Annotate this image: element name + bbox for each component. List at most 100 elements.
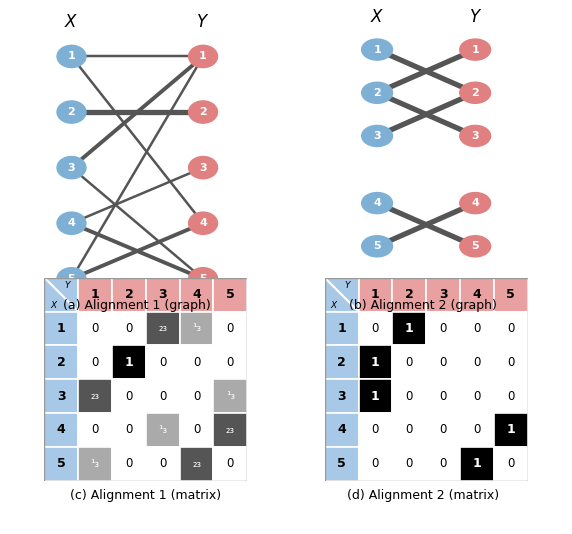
Bar	[325, 447, 359, 481]
Text: 5: 5	[199, 274, 207, 284]
Bar	[460, 447, 494, 481]
Text: ¹₃: ¹₃	[226, 391, 235, 401]
Bar	[180, 311, 213, 345]
Text: 0: 0	[473, 423, 480, 436]
Bar	[460, 278, 494, 311]
Bar	[494, 379, 527, 413]
Text: 2: 2	[67, 107, 76, 117]
Circle shape	[57, 101, 86, 123]
Circle shape	[460, 125, 491, 146]
Bar	[146, 379, 180, 413]
Text: 0: 0	[507, 356, 514, 369]
Circle shape	[460, 235, 491, 257]
Text: 3: 3	[337, 389, 346, 403]
Text: ₂₃: ₂₃	[90, 391, 100, 401]
Text: 5: 5	[57, 457, 66, 470]
Bar	[359, 447, 392, 481]
Bar	[112, 345, 146, 379]
Text: $Y$: $Y$	[64, 279, 72, 290]
Bar	[78, 447, 112, 481]
Circle shape	[362, 235, 392, 257]
Bar	[325, 413, 359, 447]
Text: 1: 1	[371, 356, 380, 369]
Text: 0: 0	[473, 356, 480, 369]
Bar	[426, 379, 460, 413]
Text: 0: 0	[372, 322, 379, 335]
Text: 1: 1	[57, 322, 66, 335]
Text: 3: 3	[374, 131, 381, 141]
Text: $X$: $X$	[50, 299, 59, 310]
Text: 4: 4	[199, 218, 207, 228]
Text: 4: 4	[192, 288, 201, 301]
Text: 4: 4	[373, 198, 381, 208]
Text: 0: 0	[507, 457, 514, 470]
Bar	[180, 278, 213, 311]
Bar	[45, 311, 78, 345]
Bar	[392, 345, 426, 379]
Text: 1: 1	[67, 51, 76, 61]
Circle shape	[189, 156, 217, 179]
Text: 0: 0	[406, 389, 413, 403]
Bar	[45, 447, 78, 481]
Text: 0: 0	[227, 356, 234, 369]
Text: (b) Alignment 2 (graph): (b) Alignment 2 (graph)	[349, 299, 497, 312]
Circle shape	[57, 268, 86, 290]
Bar	[359, 413, 392, 447]
Circle shape	[189, 101, 217, 123]
Text: 2: 2	[125, 288, 133, 301]
Bar	[78, 413, 112, 447]
Bar	[359, 311, 392, 345]
Bar	[325, 345, 359, 379]
Bar	[494, 447, 527, 481]
Text: 0: 0	[439, 423, 447, 436]
Text: 4: 4	[67, 218, 76, 228]
Bar	[426, 345, 460, 379]
Text: ₂₃: ₂₃	[158, 324, 168, 333]
Text: 5: 5	[506, 288, 515, 301]
Text: 0: 0	[125, 457, 133, 470]
Text: ₂₃: ₂₃	[192, 459, 201, 469]
Text: 0: 0	[473, 322, 480, 335]
Bar	[213, 379, 247, 413]
Text: 0: 0	[227, 457, 234, 470]
Text: 0: 0	[193, 389, 200, 403]
Text: (d) Alignment 2 (matrix): (d) Alignment 2 (matrix)	[347, 489, 499, 501]
Bar	[213, 311, 247, 345]
Bar	[325, 379, 359, 413]
Text: 0: 0	[92, 356, 99, 369]
Bar	[460, 345, 494, 379]
Bar	[359, 345, 392, 379]
Text: 5: 5	[374, 241, 381, 252]
Text: 3: 3	[199, 163, 207, 172]
Bar	[78, 379, 112, 413]
Text: 2: 2	[471, 88, 479, 98]
Text: 1: 1	[373, 45, 381, 54]
Bar	[213, 447, 247, 481]
Text: 1: 1	[337, 322, 346, 335]
Bar	[112, 447, 146, 481]
Bar	[359, 379, 392, 413]
Bar	[45, 278, 78, 311]
Bar	[426, 447, 460, 481]
Bar	[460, 379, 494, 413]
Text: 0: 0	[406, 457, 413, 470]
Text: 5: 5	[226, 288, 235, 301]
Text: 1: 1	[125, 356, 133, 369]
Bar	[180, 413, 213, 447]
Text: (c) Alignment 1 (matrix): (c) Alignment 1 (matrix)	[70, 489, 221, 501]
Circle shape	[460, 39, 491, 60]
Text: $Y$: $Y$	[196, 13, 210, 31]
Bar	[460, 311, 494, 345]
Text: 1: 1	[472, 457, 481, 470]
Bar	[112, 413, 146, 447]
Text: 0: 0	[473, 389, 480, 403]
Text: 2: 2	[337, 356, 346, 369]
Bar	[180, 345, 213, 379]
Text: 2: 2	[405, 288, 414, 301]
Text: 0: 0	[439, 457, 447, 470]
Circle shape	[362, 39, 392, 60]
Bar	[112, 379, 146, 413]
Text: 0: 0	[406, 423, 413, 436]
Text: 0: 0	[372, 423, 379, 436]
Text: $X$: $X$	[370, 7, 384, 26]
